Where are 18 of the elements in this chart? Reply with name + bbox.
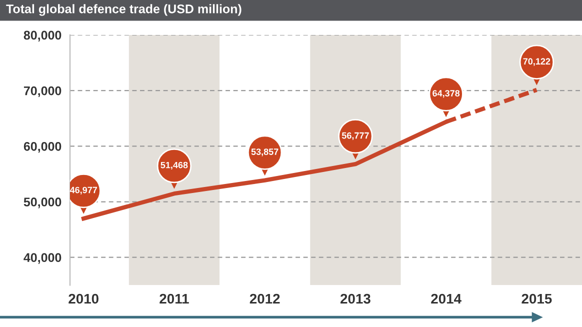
x-tick-label: 2015	[522, 294, 552, 304]
x-tick-label: 2011	[160, 294, 189, 304]
y-tick-label: 50,000	[24, 198, 62, 208]
data-label: 70,122	[523, 58, 550, 66]
x-tick-label: 2014	[431, 294, 462, 304]
data-label: 56,777	[342, 132, 369, 140]
data-label: 51,468	[160, 162, 188, 170]
x-tick-label: 2012	[250, 294, 280, 304]
y-tick-label: 70,000	[24, 86, 62, 98]
x-tick-label: 2013	[340, 294, 370, 304]
data-label: 53,857	[251, 148, 278, 156]
y-tick-label: 60,000	[24, 142, 62, 153]
data-label: 64,378	[432, 90, 460, 98]
x-tick-label: 2010	[68, 294, 98, 304]
y-tick-label: 40,000	[24, 253, 62, 264]
y-tick-label: 80,000	[24, 30, 62, 42]
data-label: 46,977	[70, 186, 98, 195]
chart-title: Total global defence trade (USD million)	[6, 4, 242, 16]
